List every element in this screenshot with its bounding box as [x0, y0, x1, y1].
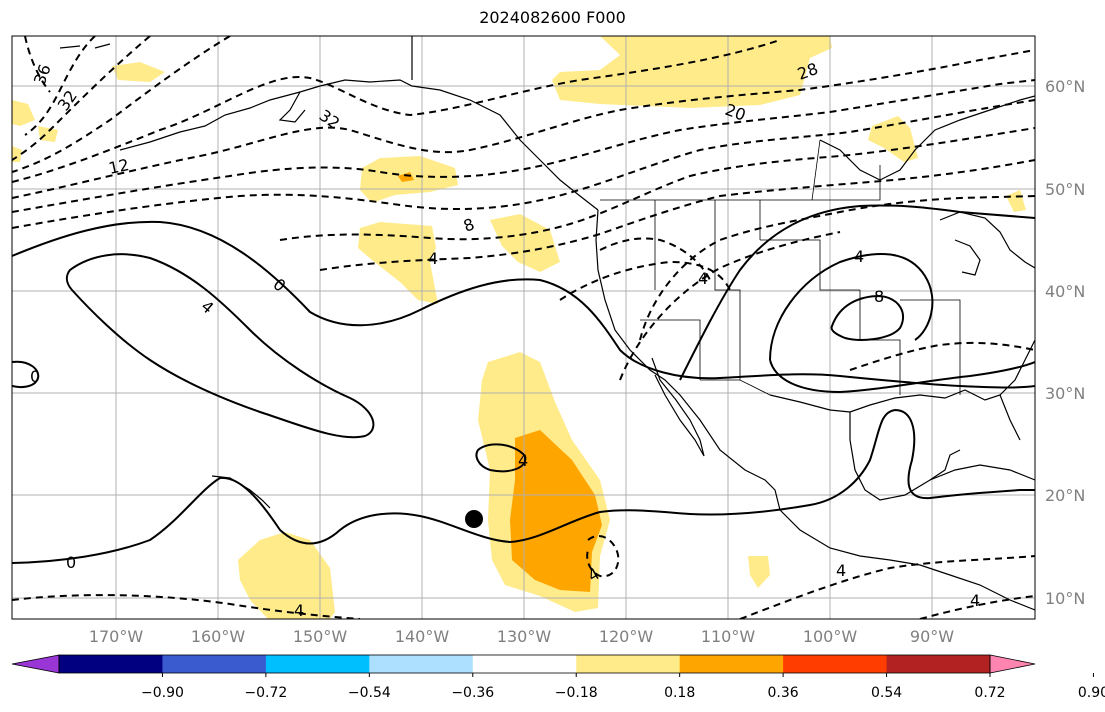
contour-label: 8	[874, 287, 884, 306]
lon-label: 130°W	[497, 627, 552, 646]
colorbar-cell	[886, 655, 991, 673]
colorbar-cell	[679, 655, 784, 673]
colorbar: −0.90 −0.72 −0.54 −0.36 −0.18 0.18 0.36 0.54 0.7…	[11, 654, 1105, 701]
colorbar-cells	[59, 655, 991, 673]
lat-label: 10°N	[1045, 589, 1085, 608]
colorbar-over-triangle	[990, 655, 1035, 673]
lat-label: 40°N	[1045, 282, 1085, 301]
colorbar-tick-label: 0.90	[1078, 685, 1105, 701]
latitude-labels: 60°N 50°N 40°N 30°N 20°N 10°N	[1045, 77, 1085, 608]
lon-label: 110°W	[701, 627, 756, 646]
contour-label: 4	[428, 249, 438, 268]
colorbar-tick-label: 0.72	[974, 685, 1005, 701]
contour-label: 0	[30, 367, 40, 386]
contour-labels: 36 32 32 12 28 20 8 4 0 4 0 4 4 8 4 4 0 …	[30, 59, 980, 620]
colorbar-cell	[265, 655, 370, 673]
longitude-labels: 170°W 160°W 150°W 140°W 130°W 120°W 110°…	[89, 627, 954, 646]
lon-label: 100°W	[803, 627, 858, 646]
contour-label: 4	[698, 269, 708, 288]
contour-label: 0	[66, 553, 76, 572]
lon-label: 160°W	[191, 627, 246, 646]
colorbar-cell	[576, 655, 681, 673]
contour-label: 12	[107, 155, 131, 178]
shade-blob-mexico-coast	[748, 556, 770, 588]
colorbar-tick-label: 0.18	[664, 685, 695, 701]
shade-blob-gulf-alaska-core	[398, 172, 414, 182]
lat-label: 50°N	[1045, 180, 1085, 199]
lat-label: 30°N	[1045, 384, 1085, 403]
lon-label: 90°W	[910, 627, 954, 646]
shade-blob-pac-nw-2	[490, 214, 560, 272]
colorbar-cell	[369, 655, 474, 673]
lon-label: 150°W	[293, 627, 348, 646]
zero-and-positive-contours	[12, 204, 1035, 564]
colorbar-cell	[472, 655, 577, 673]
colorbar-cell	[59, 655, 163, 673]
colorbar-tick-label: 0.54	[871, 685, 902, 701]
shade-blob-alaska-north	[552, 36, 832, 108]
colorbar-tick-label: −0.36	[451, 685, 494, 701]
colorbar-tick-label: −0.18	[555, 685, 598, 701]
contour-label: 4	[518, 451, 528, 470]
contour-label: 8	[970, 593, 980, 612]
colorbar-tick-label: 0.36	[768, 685, 799, 701]
map-frame	[11, 35, 1036, 620]
colorbar-under-triangle	[12, 655, 59, 673]
shade-blob-hawaii-south	[238, 532, 335, 619]
colorbar-tick-labels: −0.90 −0.72 −0.54 −0.36 −0.18 0.18 0.36 0.54 0.7…	[141, 673, 1105, 701]
contour-label: 4	[836, 561, 846, 580]
contour-label: 4	[970, 591, 980, 610]
coastlines	[59, 36, 1035, 611]
colorbar-tick-label: −0.72	[244, 685, 287, 701]
colorbar-cell	[162, 655, 267, 673]
lon-label: 140°W	[395, 627, 450, 646]
colorbar-tick-label: −0.54	[348, 685, 391, 701]
shade-blob-pac-nw-1	[358, 222, 438, 304]
colorbar-cell	[783, 655, 888, 673]
contour-label: 4	[854, 247, 864, 266]
shade-blob-far-west-2	[12, 100, 35, 126]
lat-label: 20°N	[1045, 486, 1085, 505]
map-title: 2024082600 F000	[479, 8, 626, 27]
shaded-anomaly-fields	[12, 36, 1026, 619]
shade-blob-tropical-core	[510, 430, 602, 592]
contour-label: 4	[294, 601, 304, 620]
lat-label: 60°N	[1045, 77, 1085, 96]
lon-label: 170°W	[89, 627, 144, 646]
storm-center-marker	[465, 510, 483, 528]
lon-label: 120°W	[599, 627, 654, 646]
shade-blob-far-west-1	[112, 62, 165, 82]
negative-contours	[12, 36, 1035, 619]
colorbar-tick-label: −0.90	[141, 685, 184, 701]
